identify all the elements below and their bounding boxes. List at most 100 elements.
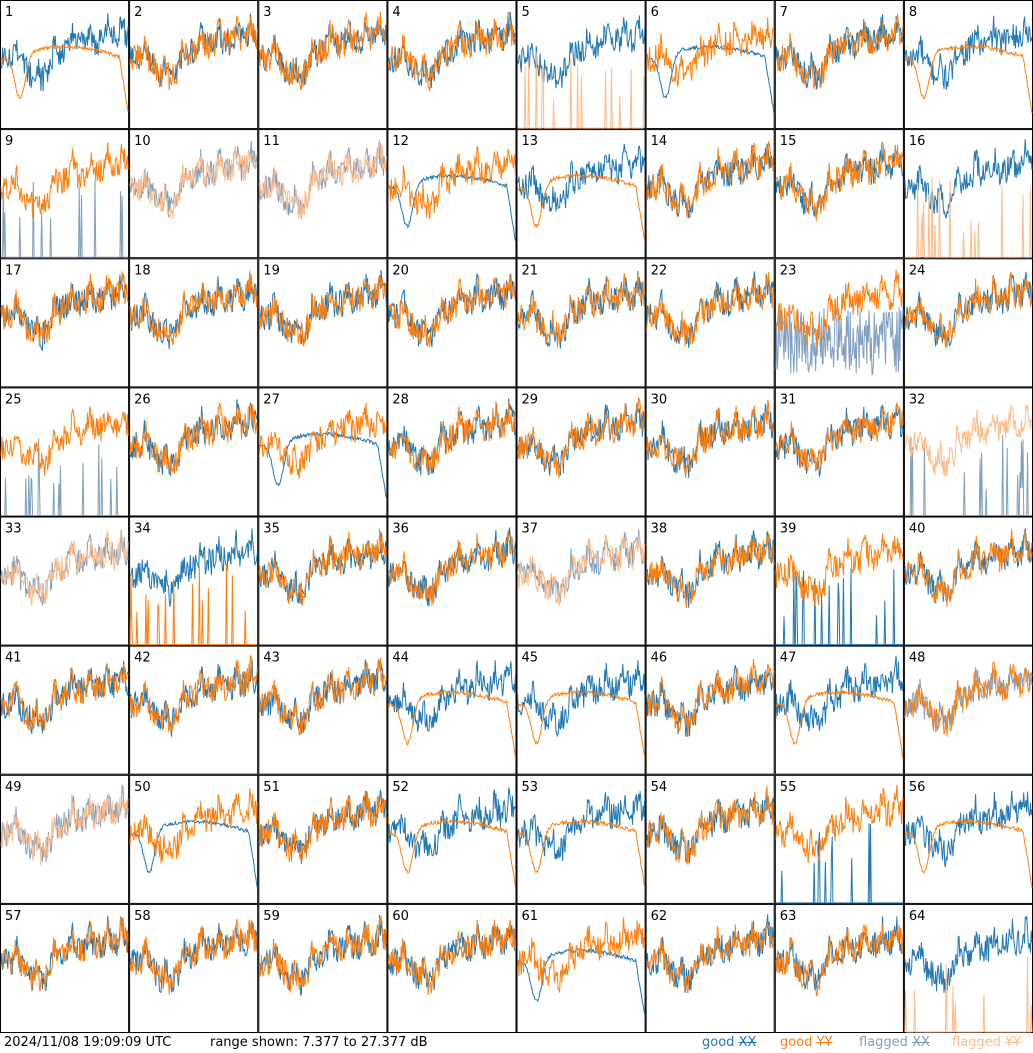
series-yy-line — [129, 16, 258, 91]
panel-frame — [387, 774, 517, 904]
panel-label: 63 — [780, 909, 797, 924]
panel-39: 39 — [774, 516, 904, 646]
series-xx-line — [646, 914, 775, 993]
panel-label: 25 — [5, 392, 22, 407]
series-yy-line — [517, 272, 645, 348]
panel-40: 40 — [903, 516, 1033, 646]
panel-frame — [387, 387, 517, 517]
panel-4: 4 — [387, 0, 517, 130]
series-yy-line — [129, 788, 258, 864]
legend-flagged-xx: flagged XX — [859, 1035, 930, 1050]
series-yy-line — [517, 689, 646, 757]
panel-label: 3 — [263, 5, 271, 20]
series-yy-line — [0, 271, 129, 347]
series-xx-line — [904, 15, 1033, 90]
series-xx-line — [904, 915, 1033, 994]
series-yy-line — [129, 918, 258, 995]
series-yy-line — [904, 176, 1032, 258]
series-xx-line — [0, 13, 129, 92]
series-xx-line — [387, 660, 516, 732]
panel-label: 33 — [5, 522, 22, 537]
panel-label: 37 — [522, 522, 539, 537]
legend-flagged-yy: flagged YY — [952, 1035, 1021, 1050]
panel-frame — [645, 645, 775, 775]
series-yy-line — [646, 141, 775, 219]
panel-2: 2 — [129, 0, 259, 130]
panel-label: 6 — [651, 5, 659, 20]
panel-frame — [516, 129, 646, 259]
series-yy-line — [904, 271, 1033, 349]
panel-frame — [258, 0, 388, 130]
panel-label: 42 — [134, 651, 151, 666]
series-yy-line — [129, 563, 258, 646]
panel-27: 27 — [258, 387, 388, 517]
series-yy-line — [0, 662, 129, 731]
series-yy-line — [387, 919, 516, 995]
panel-label: 31 — [780, 392, 797, 407]
panel-label: 12 — [392, 134, 409, 149]
panel-42: 42 — [129, 645, 259, 775]
panel-frame — [0, 258, 130, 388]
series-yy-line — [646, 921, 775, 994]
series-yy-line — [775, 13, 904, 90]
panel-label: 43 — [263, 651, 280, 666]
series-yy-line — [0, 530, 129, 606]
panel-5: 5 — [516, 0, 646, 130]
panel-frame — [129, 903, 259, 1033]
panel-label: 36 — [392, 522, 409, 537]
series-xx-line — [129, 399, 258, 477]
panel-label: 23 — [780, 263, 797, 278]
series-yy-line — [775, 784, 904, 863]
panel-label: 16 — [909, 134, 926, 149]
legend-flagged-yy-pol: YY — [1005, 1035, 1021, 1050]
panel-frame — [645, 516, 775, 646]
legend-good-xx-word: good — [702, 1035, 735, 1050]
series-yy-line — [904, 529, 1033, 607]
series-yy-line — [129, 655, 258, 733]
panel-label: 22 — [651, 263, 668, 278]
panel-label: 9 — [5, 134, 13, 149]
panel-46: 46 — [645, 645, 775, 775]
panel-frame — [516, 774, 646, 904]
series-xx-line — [904, 139, 1033, 219]
panel-frame — [645, 129, 775, 259]
series-yy-line — [387, 531, 516, 606]
panel-frame — [0, 645, 130, 775]
panel-16: 16 — [903, 129, 1033, 259]
series-yy-line — [0, 142, 129, 218]
panel-label: 62 — [651, 909, 668, 924]
panel-label: 8 — [909, 5, 917, 20]
panel-label: 32 — [909, 392, 926, 407]
panel-29: 29 — [516, 387, 646, 517]
panel-60: 60 — [387, 903, 517, 1033]
panel-label: 44 — [392, 651, 409, 666]
panel-20: 20 — [387, 258, 517, 388]
series-yy-line — [258, 528, 387, 607]
legend-good-xx-pol: XX — [738, 1035, 757, 1050]
series-yy-line — [775, 141, 904, 221]
panel-frame — [774, 258, 904, 388]
panel-frame — [774, 903, 904, 1033]
panel-label: 13 — [522, 134, 539, 149]
panel-label: 64 — [909, 909, 926, 924]
series-xx-line — [129, 819, 258, 888]
series-xx-line — [517, 15, 646, 89]
panel-label: 61 — [522, 909, 539, 924]
series-yy-line — [0, 43, 129, 112]
series-yy-line — [904, 817, 1033, 888]
panel-frame — [516, 903, 646, 1033]
panel-label: 27 — [263, 392, 280, 407]
panel-11: 11 — [258, 129, 388, 259]
panel-frame — [129, 387, 259, 517]
panel-frame — [129, 258, 259, 388]
legend-flagged-xx-pol: XX — [912, 1035, 930, 1050]
series-yy-line — [646, 400, 775, 478]
panel-label: 29 — [522, 392, 539, 407]
panel-frame — [387, 516, 517, 646]
panel-36: 36 — [387, 516, 517, 646]
panel-37: 37 — [516, 516, 646, 646]
legend-good-yy-word: good — [780, 1035, 813, 1050]
panel-frame — [129, 0, 259, 130]
series-yy-line — [775, 269, 904, 346]
series-yy-line — [258, 275, 387, 347]
